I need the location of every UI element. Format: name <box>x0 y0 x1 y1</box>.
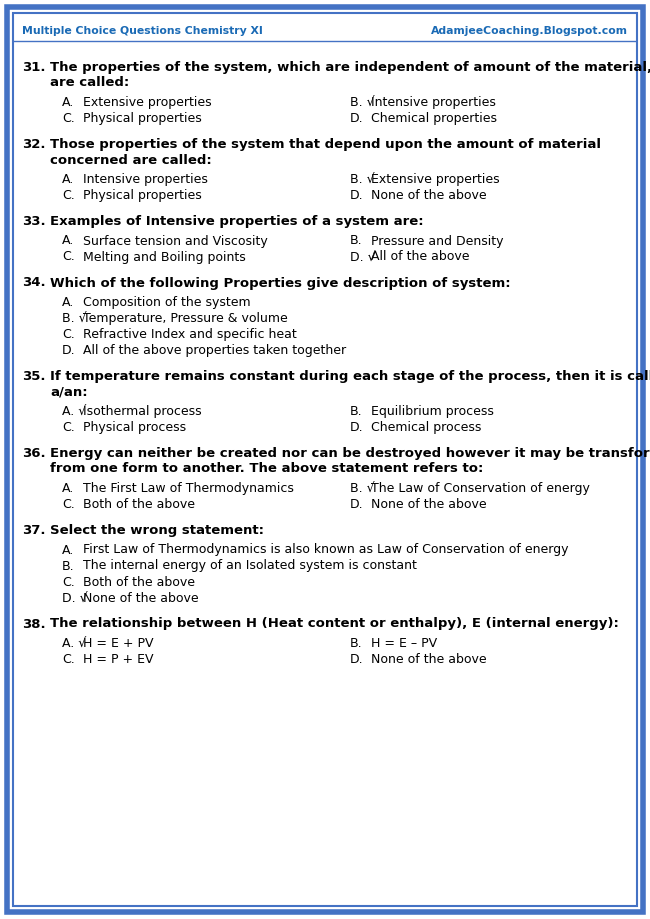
Text: concerned are called:: concerned are called: <box>50 153 212 166</box>
Text: D. √: D. √ <box>350 251 376 264</box>
Text: The relationship between H (Heat content or enthalpy), E (internal energy):: The relationship between H (Heat content… <box>50 618 619 630</box>
Text: The First Law of Thermodynamics: The First Law of Thermodynamics <box>83 482 294 495</box>
Text: C.: C. <box>62 498 75 511</box>
Text: None of the above: None of the above <box>371 498 487 511</box>
Text: C.: C. <box>62 189 75 202</box>
Text: Pressure and Density: Pressure and Density <box>371 234 504 247</box>
Text: Extensive properties: Extensive properties <box>371 173 500 186</box>
Text: Both of the above: Both of the above <box>83 498 195 511</box>
Text: Energy can neither be created nor can be destroyed however it may be transformed: Energy can neither be created nor can be… <box>50 447 650 460</box>
Text: Temperature, Pressure & volume: Temperature, Pressure & volume <box>83 312 288 325</box>
Text: B. √: B. √ <box>350 482 374 495</box>
Text: D. √: D. √ <box>62 592 88 605</box>
Text: D.: D. <box>350 653 363 666</box>
Text: All of the above: All of the above <box>371 251 469 264</box>
Text: A.: A. <box>62 234 74 247</box>
Text: are called:: are called: <box>50 76 129 89</box>
FancyBboxPatch shape <box>7 7 643 912</box>
Text: D.: D. <box>62 344 75 357</box>
Text: If temperature remains constant during each stage of the process, then it is cal: If temperature remains constant during e… <box>50 370 650 383</box>
Text: A.: A. <box>62 482 74 495</box>
Text: 37.: 37. <box>22 524 46 537</box>
Text: C.: C. <box>62 328 75 341</box>
Text: A.: A. <box>62 296 74 309</box>
Text: All of the above properties taken together: All of the above properties taken togeth… <box>83 344 346 357</box>
Text: H = E + PV: H = E + PV <box>83 637 153 650</box>
Text: B. √: B. √ <box>350 173 374 186</box>
Text: D.: D. <box>350 189 363 202</box>
Text: C.: C. <box>62 112 75 125</box>
Text: Refractive Index and specific heat: Refractive Index and specific heat <box>83 328 297 341</box>
Text: AdamjeeCoaching.Blogspot.com: AdamjeeCoaching.Blogspot.com <box>431 26 628 36</box>
Text: Intensive properties: Intensive properties <box>83 173 208 186</box>
Text: Chemical process: Chemical process <box>371 421 482 434</box>
Text: Surface tension and Viscosity: Surface tension and Viscosity <box>83 234 268 247</box>
Text: A.: A. <box>62 173 74 186</box>
Text: 38.: 38. <box>22 618 46 630</box>
Text: 31.: 31. <box>22 61 46 74</box>
Text: None of the above: None of the above <box>83 592 199 605</box>
Text: Intensive properties: Intensive properties <box>371 96 496 109</box>
Text: B.: B. <box>62 560 75 573</box>
Text: B. √: B. √ <box>62 312 86 325</box>
Text: The Law of Conservation of energy: The Law of Conservation of energy <box>371 482 590 495</box>
Text: Multiple Choice Questions Chemistry XI: Multiple Choice Questions Chemistry XI <box>22 26 263 36</box>
Text: Select the wrong statement:: Select the wrong statement: <box>50 524 264 537</box>
Text: Isothermal process: Isothermal process <box>83 405 202 418</box>
Text: Physical process: Physical process <box>83 421 186 434</box>
Text: 36.: 36. <box>22 447 46 460</box>
Text: 33.: 33. <box>22 215 46 228</box>
Text: A.: A. <box>62 96 74 109</box>
Text: Physical properties: Physical properties <box>83 112 202 125</box>
Text: C.: C. <box>62 653 75 666</box>
Text: The properties of the system, which are independent of amount of the material,: The properties of the system, which are … <box>50 61 650 74</box>
Text: C.: C. <box>62 251 75 264</box>
Text: a/an:: a/an: <box>50 385 88 399</box>
Text: B. √: B. √ <box>350 96 374 109</box>
Text: Those properties of the system that depend upon the amount of material: Those properties of the system that depe… <box>50 138 601 151</box>
Text: C.: C. <box>62 421 75 434</box>
Text: Examples of Intensive properties of a system are:: Examples of Intensive properties of a sy… <box>50 215 424 228</box>
Text: B.: B. <box>350 405 363 418</box>
Text: First Law of Thermodynamics is also known as Law of Conservation of energy: First Law of Thermodynamics is also know… <box>83 543 569 557</box>
Text: Composition of the system: Composition of the system <box>83 296 251 309</box>
Text: 32.: 32. <box>22 138 46 151</box>
Text: Melting and Boiling points: Melting and Boiling points <box>83 251 246 264</box>
Text: 35.: 35. <box>22 370 46 383</box>
Text: D.: D. <box>350 112 363 125</box>
Text: None of the above: None of the above <box>371 189 487 202</box>
Text: H = E – PV: H = E – PV <box>371 637 437 650</box>
Text: C.: C. <box>62 575 75 588</box>
Text: D.: D. <box>350 421 363 434</box>
Text: The internal energy of an Isolated system is constant: The internal energy of an Isolated syste… <box>83 560 417 573</box>
Text: A. √: A. √ <box>62 637 86 650</box>
Text: from one form to another. The above statement refers to:: from one form to another. The above stat… <box>50 462 484 475</box>
Text: Physical properties: Physical properties <box>83 189 202 202</box>
Text: A.: A. <box>62 543 74 557</box>
Text: Chemical properties: Chemical properties <box>371 112 497 125</box>
Text: Which of the following Properties give description of system:: Which of the following Properties give d… <box>50 277 511 289</box>
Text: H = P + EV: H = P + EV <box>83 653 153 666</box>
Text: 34.: 34. <box>22 277 46 289</box>
Text: None of the above: None of the above <box>371 653 487 666</box>
Text: A. √: A. √ <box>62 405 86 418</box>
Text: D.: D. <box>350 498 363 511</box>
Text: Extensive properties: Extensive properties <box>83 96 212 109</box>
Text: Equilibrium process: Equilibrium process <box>371 405 494 418</box>
Text: Both of the above: Both of the above <box>83 575 195 588</box>
Text: B.: B. <box>350 637 363 650</box>
Text: B.: B. <box>350 234 363 247</box>
